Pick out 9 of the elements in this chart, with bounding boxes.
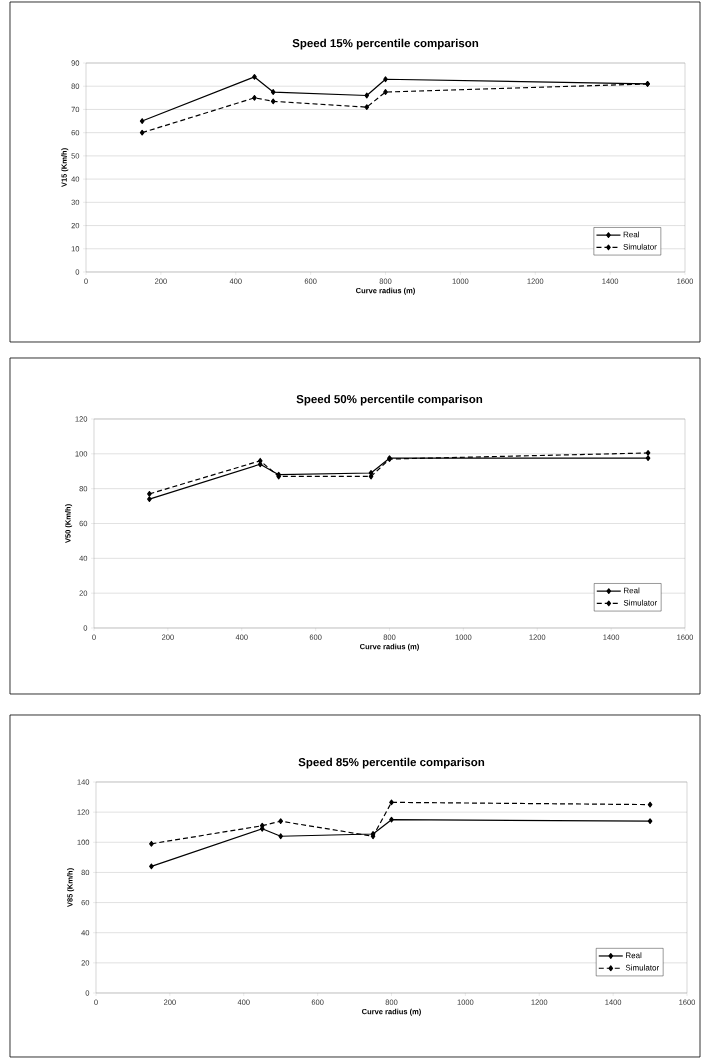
chart-title: Speed 85% percentile comparison (298, 757, 485, 769)
chart-title: Speed 15% percentile comparison (292, 38, 479, 50)
chart-title: Speed 50% percentile comparison (296, 394, 483, 406)
legend-label: Real (626, 952, 642, 959)
legend-label: Simulator (623, 599, 658, 606)
legend-label: Real (624, 587, 640, 594)
legend-label: Simulator (623, 243, 657, 250)
legend-label: Simulator (625, 964, 660, 971)
legend-label: Real (623, 231, 639, 238)
